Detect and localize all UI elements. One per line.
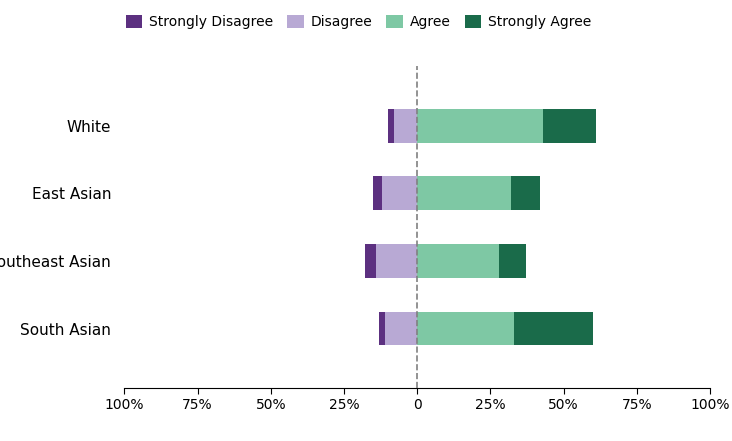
Bar <box>511 176 540 210</box>
Bar <box>417 109 543 142</box>
Bar <box>373 176 382 210</box>
Bar <box>365 244 376 278</box>
Bar <box>514 312 593 345</box>
Bar <box>417 312 514 345</box>
Bar <box>376 244 417 278</box>
Bar <box>499 244 526 278</box>
Bar <box>417 244 499 278</box>
Bar <box>379 312 385 345</box>
Bar <box>382 176 417 210</box>
Legend: Strongly Disagree, Disagree, Agree, Strongly Agree: Strongly Disagree, Disagree, Agree, Stro… <box>125 15 591 29</box>
Bar <box>385 312 417 345</box>
Bar <box>417 176 511 210</box>
Bar <box>394 109 417 142</box>
Bar <box>388 109 394 142</box>
Bar <box>543 109 596 142</box>
